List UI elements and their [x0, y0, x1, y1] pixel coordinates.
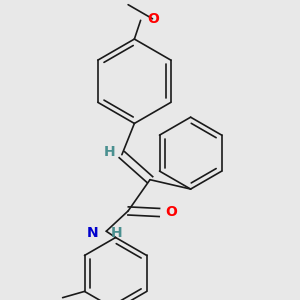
- Text: N: N: [87, 226, 98, 240]
- Text: H: H: [103, 145, 115, 159]
- Text: O: O: [165, 206, 177, 220]
- Text: O: O: [147, 12, 159, 26]
- Text: H: H: [111, 226, 123, 240]
